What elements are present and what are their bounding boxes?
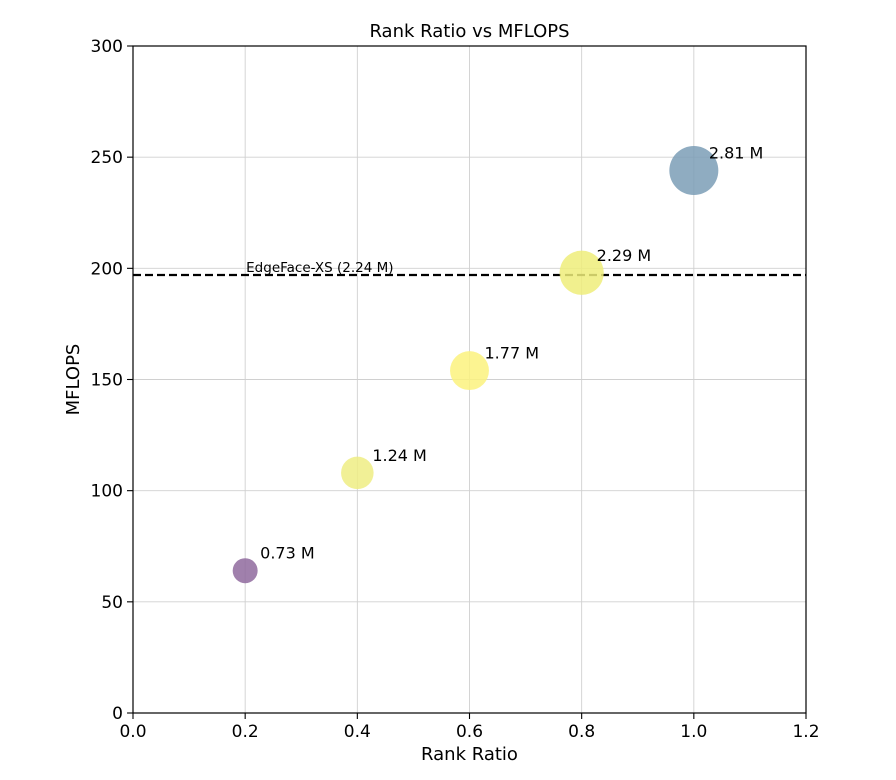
x-tick-label: 0.8 bbox=[568, 722, 595, 742]
data-point-label: 0.73 M bbox=[260, 544, 315, 563]
chart-title: Rank Ratio vs MFLOPS bbox=[369, 21, 569, 42]
data-point bbox=[669, 146, 719, 196]
data-point bbox=[450, 351, 489, 391]
x-tick-label: 0.0 bbox=[119, 722, 146, 742]
x-tick-label: 1.0 bbox=[680, 722, 707, 742]
y-tick-label: 100 bbox=[91, 482, 123, 502]
data-point bbox=[559, 250, 604, 295]
reference-line-label: EdgeFace-XS (2.24 M) bbox=[246, 260, 393, 276]
y-tick-label: 150 bbox=[91, 371, 123, 391]
data-point-label: 1.77 M bbox=[485, 344, 540, 363]
data-point-label: 2.81 M bbox=[709, 144, 764, 163]
data-point bbox=[341, 456, 374, 490]
y-tick-label: 250 bbox=[91, 148, 123, 168]
y-tick-label: 50 bbox=[101, 593, 123, 613]
x-tick-label: 1.2 bbox=[792, 722, 819, 742]
x-axis-ticks: 0.0 0.2 0.4 0.6 0.8 1.0 1.2 bbox=[119, 713, 820, 742]
x-axis-label: Rank Ratio bbox=[421, 744, 518, 765]
data-points bbox=[232, 146, 719, 584]
data-point-labels: 0.73 M 1.24 M 1.77 M 2.29 M 2.81 M bbox=[260, 144, 763, 563]
reference-line-group: EdgeFace-XS (2.24 M) bbox=[133, 260, 806, 277]
data-point-label: 2.29 M bbox=[597, 246, 652, 265]
x-tick-label: 0.4 bbox=[344, 722, 371, 742]
data-point-label: 1.24 M bbox=[372, 446, 427, 465]
x-tick-label: 0.6 bbox=[456, 722, 483, 742]
y-tick-label: 0 bbox=[112, 704, 123, 724]
x-tick-label: 0.2 bbox=[232, 722, 259, 742]
y-tick-label: 300 bbox=[91, 37, 123, 57]
y-axis-ticks: 0 50 100 150 200 250 300 bbox=[91, 37, 133, 724]
y-tick-label: 200 bbox=[91, 259, 123, 279]
data-point bbox=[232, 558, 258, 584]
y-axis-label: MFLOPS bbox=[63, 344, 84, 416]
